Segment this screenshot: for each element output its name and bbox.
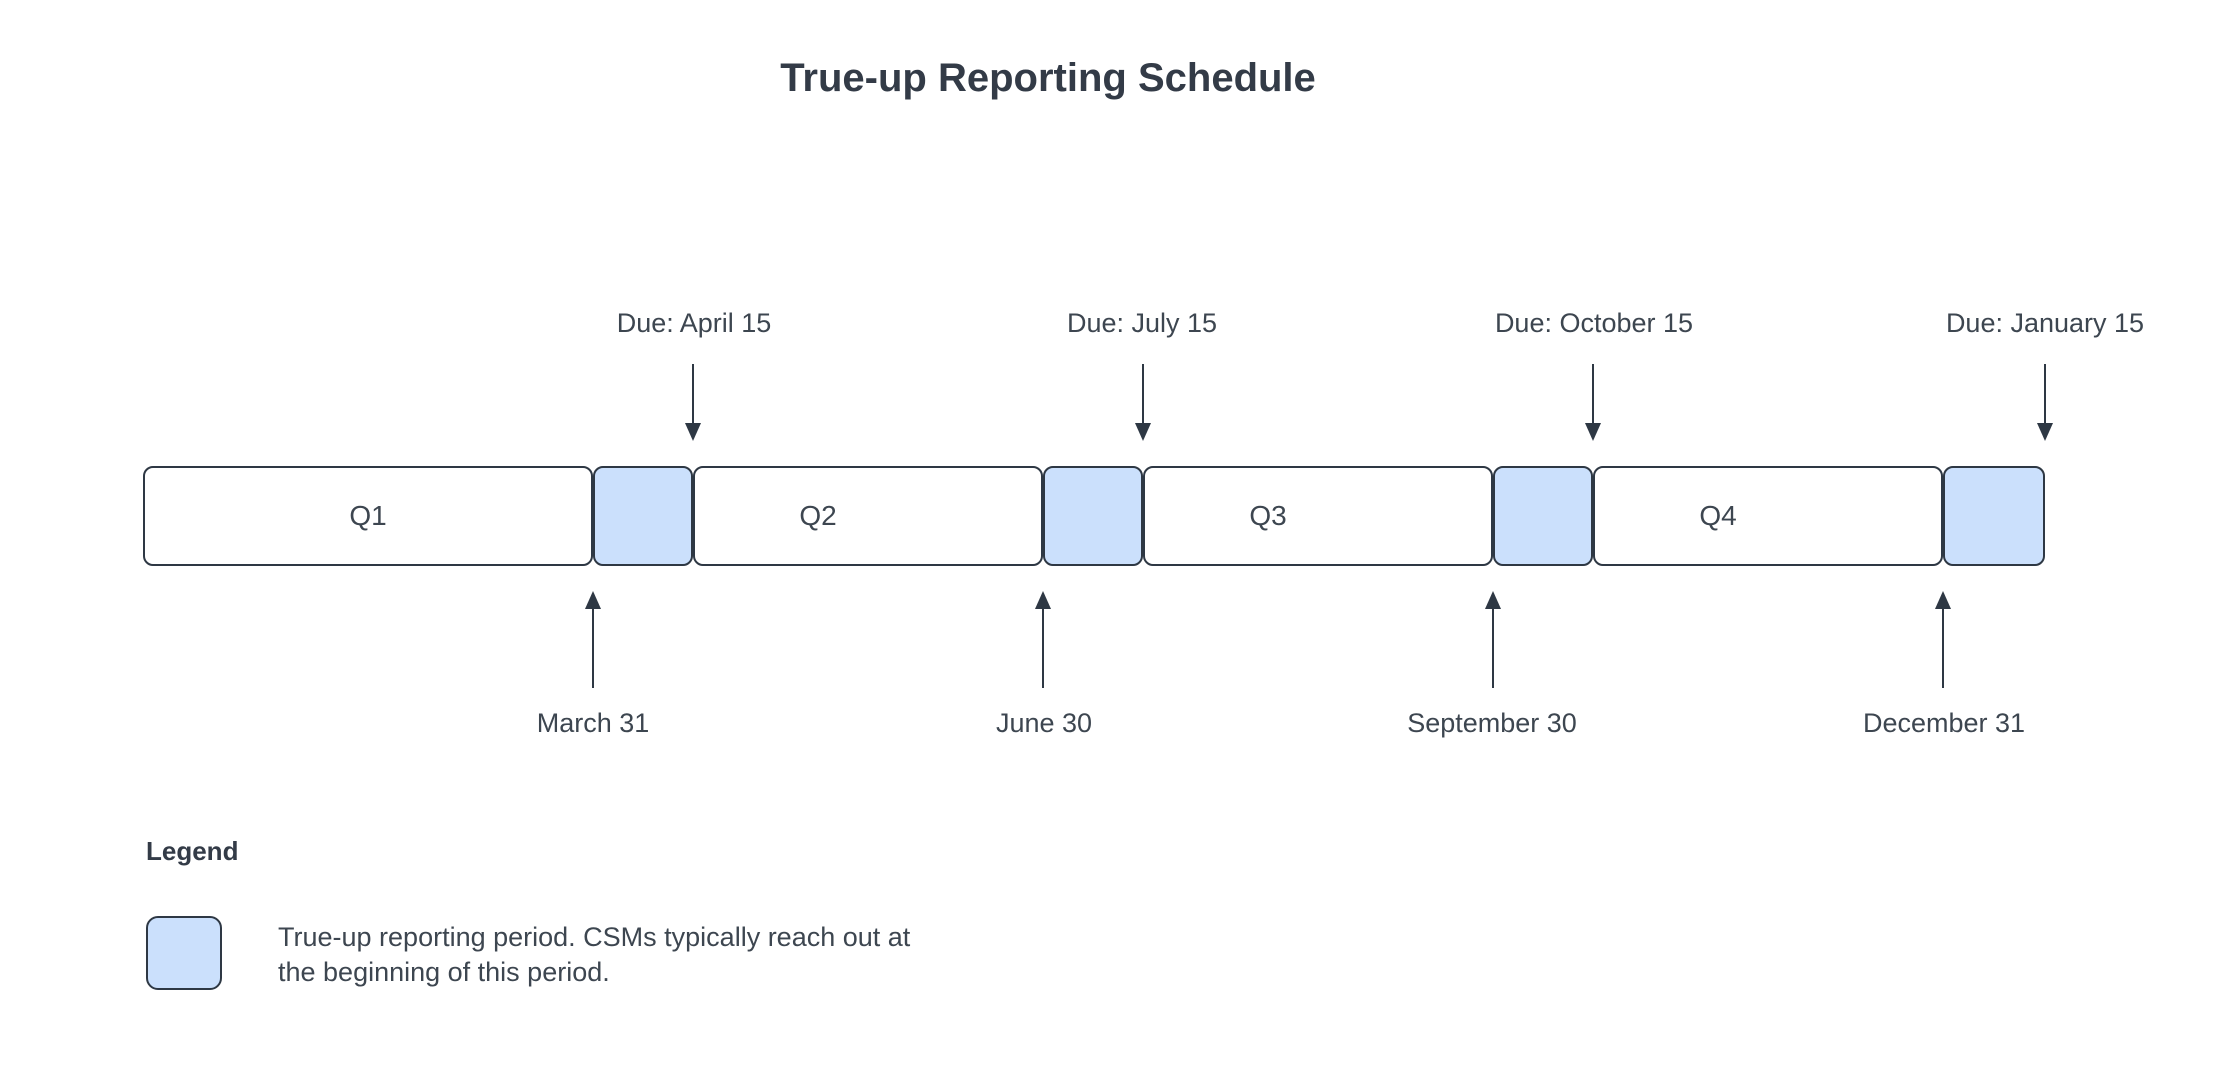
quarter-box-q3 — [1143, 466, 1493, 566]
quarter-end-label-june: June 30 — [995, 708, 1093, 738]
reporting-period-box — [593, 466, 693, 566]
arrow-up-icon — [1484, 591, 1502, 688]
quarter-box-q1 — [143, 466, 593, 566]
arrow-down-icon — [2036, 364, 2054, 441]
quarter-label-q2: Q2 — [799, 500, 837, 531]
arrow-up-icon — [1934, 591, 1952, 688]
quarter-label-q3: Q3 — [1249, 500, 1287, 531]
arrow-shaft — [692, 364, 694, 423]
arrowhead-down-icon — [1585, 423, 1601, 441]
arrow-shaft — [1942, 609, 1944, 688]
arrow-shaft — [1042, 609, 1044, 688]
arrow-shaft — [1142, 364, 1144, 423]
arrow-down-icon — [1134, 364, 1152, 441]
arrow-shaft — [592, 609, 594, 688]
due-date-label-april: Due: April 15 — [616, 308, 772, 338]
reporting-period-box — [1493, 466, 1593, 566]
quarter-label-q1: Q1 — [349, 500, 387, 531]
quarter-end-label-september: September 30 — [1407, 708, 1577, 738]
quarter-box-q2 — [693, 466, 1043, 566]
arrowhead-up-icon — [1035, 591, 1051, 609]
reporting-period-box — [1043, 466, 1143, 566]
page-title: True-up Reporting Schedule — [780, 56, 1316, 100]
quarter-box-q4 — [1593, 466, 1943, 566]
legend-title: Legend — [146, 836, 239, 866]
due-date-label-january: Due: January 15 — [1945, 308, 2145, 338]
legend-description: True-up reporting period. CSMs typically… — [278, 920, 910, 990]
quarter-end-label-march: March 31 — [536, 708, 650, 738]
quarter-end-label-december: December 31 — [1862, 708, 2026, 738]
arrow-shaft — [2044, 364, 2046, 423]
arrowhead-down-icon — [1135, 423, 1151, 441]
reporting-period-box — [1943, 466, 2045, 566]
legend-description-line-2: the beginning of this period. — [278, 957, 610, 987]
arrowhead-up-icon — [585, 591, 601, 609]
arrow-shaft — [1592, 364, 1594, 423]
arrowhead-down-icon — [685, 423, 701, 441]
arrow-down-icon — [1584, 364, 1602, 441]
legend-reporting-period-swatch — [146, 916, 222, 990]
arrow-shaft — [1492, 609, 1494, 688]
legend-description-line-1: True-up reporting period. CSMs typically… — [278, 922, 911, 952]
arrowhead-up-icon — [1935, 591, 1951, 609]
due-date-label-october: Due: October 15 — [1494, 308, 1694, 338]
due-date-label-july: Due: July 15 — [1066, 308, 1218, 338]
arrow-up-icon — [1034, 591, 1052, 688]
arrow-down-icon — [684, 364, 702, 441]
arrow-up-icon — [584, 591, 602, 688]
arrowhead-up-icon — [1485, 591, 1501, 609]
quarter-label-q4: Q4 — [1699, 500, 1737, 531]
arrowhead-down-icon — [2037, 423, 2053, 441]
